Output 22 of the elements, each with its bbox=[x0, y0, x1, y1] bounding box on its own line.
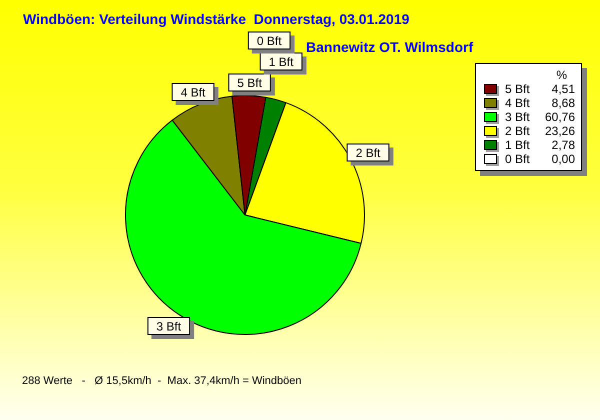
legend-label: 5 Bft bbox=[505, 82, 531, 96]
text: 288 Werte - Ø 15,5km/h - Max. 37,4km/h = Windböen bbox=[22, 375, 302, 387]
data-label: 23,26 bbox=[544, 124, 575, 138]
legend-label: 3 Bft bbox=[505, 110, 531, 124]
legend-label: 4 Bft bbox=[505, 96, 531, 110]
legend-label: 0 Bft bbox=[505, 152, 531, 166]
slice-label: 4 Bft bbox=[180, 85, 206, 100]
data-label: 2,78 bbox=[550, 138, 575, 152]
data-label: 60,76 bbox=[544, 110, 575, 124]
slice-label: 1 Bft bbox=[268, 54, 294, 69]
legend-label: 1 Bft bbox=[505, 138, 531, 152]
data-label: 4,51 bbox=[550, 82, 575, 96]
slice-label: 3 Bft bbox=[156, 319, 182, 334]
legend-label: 2 Bft bbox=[505, 124, 531, 138]
slice-label: 2 Bft bbox=[356, 146, 382, 160]
chart-subtitle: Bannewitz OT. Wilmsdorf bbox=[306, 39, 474, 55]
text: 0,00 bbox=[552, 152, 575, 166]
legend-title: % bbox=[555, 68, 568, 82]
category-label: 0 Bft bbox=[256, 34, 282, 48]
slice-label: 5 Bft bbox=[237, 76, 263, 90]
data-label: 8,68 bbox=[550, 96, 575, 110]
chart-title: Windböen: Verteilung Windstärke Donnerstag, 03.01.2019 bbox=[23, 11, 410, 27]
